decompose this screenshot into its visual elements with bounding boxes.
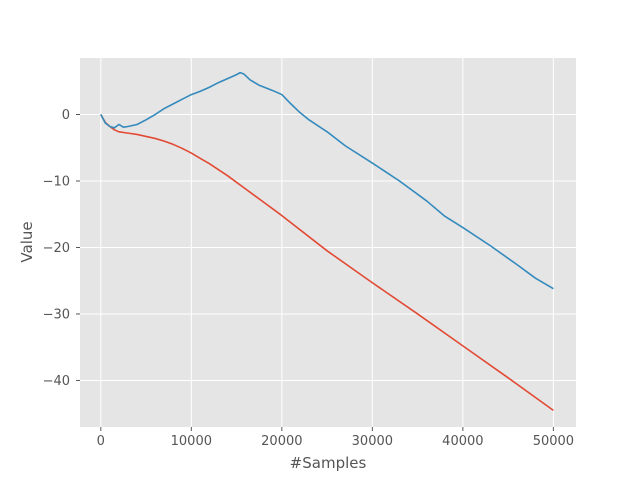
x-tick-label: 40000: [442, 434, 483, 449]
plot-background: [80, 58, 576, 427]
x-tick-label: 20000: [261, 434, 302, 449]
x-axis-label: #Samples: [290, 454, 367, 472]
tick-labels: 0 10000 20000 30000 40000 50000 0 −10 −20 −30 −40: [43, 108, 574, 449]
series-line-1: [100, 114, 554, 412]
y-axis-label: Value: [18, 221, 36, 262]
y-tick-label: −20: [43, 241, 70, 256]
y-tick-label: −10: [43, 175, 70, 190]
grid-lines: [80, 58, 576, 427]
y-tick-label: −40: [43, 374, 70, 389]
series-line-2: [100, 71, 554, 290]
data-series: [100, 71, 554, 412]
y-tick-label: −30: [43, 307, 70, 322]
x-tick-label: 0: [97, 434, 105, 449]
y-tick-label: 0: [62, 108, 70, 123]
x-tick-label: 50000: [533, 434, 574, 449]
x-tick-label: 10000: [171, 434, 212, 449]
x-tick-label: 30000: [352, 434, 393, 449]
